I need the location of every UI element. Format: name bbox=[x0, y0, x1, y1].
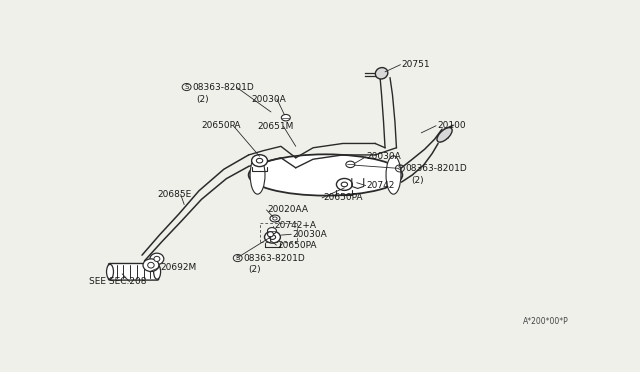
Text: S: S bbox=[236, 255, 240, 261]
Ellipse shape bbox=[269, 235, 276, 240]
Text: 20751: 20751 bbox=[401, 60, 430, 69]
Ellipse shape bbox=[148, 262, 154, 268]
Ellipse shape bbox=[346, 161, 355, 168]
Ellipse shape bbox=[257, 158, 263, 163]
Ellipse shape bbox=[150, 253, 164, 264]
Ellipse shape bbox=[268, 228, 276, 234]
Ellipse shape bbox=[143, 259, 159, 272]
Text: 20685E: 20685E bbox=[157, 190, 191, 199]
Text: (2): (2) bbox=[196, 94, 209, 103]
Ellipse shape bbox=[264, 231, 280, 243]
Text: S: S bbox=[184, 84, 189, 90]
Ellipse shape bbox=[268, 232, 273, 237]
Ellipse shape bbox=[337, 179, 352, 190]
Ellipse shape bbox=[282, 115, 291, 121]
Text: A*200*00*P: A*200*00*P bbox=[523, 317, 568, 326]
Ellipse shape bbox=[437, 128, 452, 142]
Ellipse shape bbox=[375, 68, 388, 79]
Text: 20742: 20742 bbox=[367, 181, 395, 190]
Text: 08363-8201D: 08363-8201D bbox=[244, 254, 305, 263]
Text: (2): (2) bbox=[411, 176, 424, 185]
Text: (2): (2) bbox=[249, 265, 261, 274]
Text: 20650PA: 20650PA bbox=[202, 121, 241, 130]
Text: 08363-8201D: 08363-8201D bbox=[193, 83, 254, 92]
Text: 20650PA: 20650PA bbox=[277, 241, 317, 250]
Text: SEE SEC.208: SEE SEC.208 bbox=[89, 277, 147, 286]
Text: 20030A: 20030A bbox=[251, 94, 286, 103]
FancyBboxPatch shape bbox=[109, 263, 159, 280]
Ellipse shape bbox=[250, 156, 265, 194]
Text: 20030A: 20030A bbox=[292, 230, 327, 239]
Ellipse shape bbox=[273, 217, 277, 220]
Ellipse shape bbox=[154, 264, 161, 279]
Ellipse shape bbox=[252, 155, 268, 167]
Text: 20020AA: 20020AA bbox=[268, 205, 308, 214]
Text: 08363-8201D: 08363-8201D bbox=[406, 164, 468, 173]
Ellipse shape bbox=[386, 156, 401, 194]
Ellipse shape bbox=[270, 215, 280, 222]
Text: 20692M: 20692M bbox=[161, 263, 196, 272]
Ellipse shape bbox=[106, 264, 113, 279]
Ellipse shape bbox=[341, 182, 348, 187]
Text: 20650PA: 20650PA bbox=[323, 193, 362, 202]
Text: 20651M: 20651M bbox=[257, 122, 294, 131]
Text: 20100: 20100 bbox=[437, 121, 466, 130]
Text: 20742+A: 20742+A bbox=[275, 221, 316, 231]
Ellipse shape bbox=[154, 256, 160, 262]
Ellipse shape bbox=[248, 154, 403, 196]
Text: S: S bbox=[397, 166, 402, 171]
Text: 20030A: 20030A bbox=[367, 153, 401, 161]
